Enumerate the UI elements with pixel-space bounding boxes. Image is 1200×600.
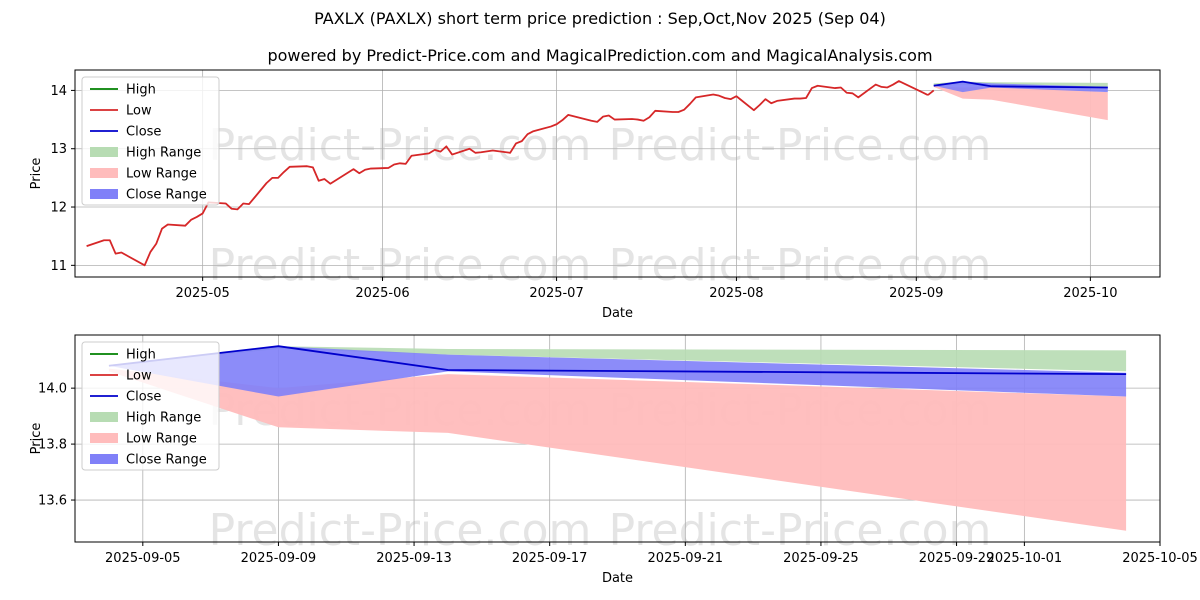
top-plot-area xyxy=(86,80,1108,267)
bottom-high-range-band xyxy=(108,346,1127,372)
chart-title: PAXLX (PAXLX) short term price predictio… xyxy=(314,9,886,28)
bottom-x-tick-label: 2025-10-05 xyxy=(1122,551,1198,566)
top-y-tick-label: 13 xyxy=(50,142,67,157)
top-low-history-line xyxy=(86,80,929,267)
bottom-x-tick-label: 2025-09-29 xyxy=(919,551,995,566)
top-x-tick-label: 2025-09 xyxy=(889,286,943,301)
bottom-x-tick-label: 2025-09-21 xyxy=(648,551,724,566)
bottom-y-axis-label: Price xyxy=(29,423,44,455)
top-x-tick-label: 2025-08 xyxy=(709,286,763,301)
top-legend: High Low Close High Range Low Range Close Ran… xyxy=(81,76,220,206)
bottom-watermark: Predict-Price.com xyxy=(209,505,592,556)
top-y-tick-label: 14 xyxy=(50,84,67,99)
top-panel: Predict-Price.com Predict-Price.comPredic… xyxy=(29,69,1161,321)
top-y-tick-label: 11 xyxy=(50,259,67,274)
bottom-legend-high-range-label: High Range xyxy=(126,411,201,426)
top-legend-high-label: High xyxy=(126,83,156,98)
bottom-legend-low-range-swatch xyxy=(90,433,118,443)
top-legend-low-label: Low xyxy=(126,104,152,119)
top-axes-frame xyxy=(74,69,1161,278)
top-x-tick-label: 2025-06 xyxy=(355,286,409,301)
bottom-y-tick-label: 14.0 xyxy=(38,382,67,397)
top-watermark: Predict-Price.com xyxy=(609,120,992,171)
top-legend-low-range-label: Low Range xyxy=(126,167,197,182)
bottom-legend-low-label: Low xyxy=(126,369,152,384)
top-legend-low-range-swatch xyxy=(90,168,118,178)
bottom-legend-close-label: Close xyxy=(126,390,161,405)
bottom-x-tick-label: 2025-09-17 xyxy=(512,551,588,566)
bottom-x-tick-label: 2025-09-25 xyxy=(783,551,859,566)
bottom-x-tick-label: 2025-10-01 xyxy=(987,551,1063,566)
bottom-legend-close-range-label: Close Range xyxy=(126,453,207,468)
top-legend-close-label: Close xyxy=(126,125,161,140)
top-x-tick-label: 2025-10 xyxy=(1063,286,1117,301)
bottom-y-tick-label: 13.6 xyxy=(38,494,67,509)
bottom-legend: High Low Close High Range Low Range Close Ran… xyxy=(81,341,220,471)
bottom-x-tick-label: 2025-09-13 xyxy=(376,551,452,566)
bottom-legend-high-range-swatch xyxy=(90,412,118,422)
bottom-y-tick-label: 13.8 xyxy=(38,438,67,453)
top-close-forecast-line xyxy=(933,80,1108,89)
bottom-low-range-band xyxy=(108,368,1127,531)
top-x-tick-label: 2025-07 xyxy=(529,286,583,301)
bottom-plot-area xyxy=(108,345,1127,531)
bottom-legend-close-range-swatch xyxy=(90,454,118,464)
top-low-history-line xyxy=(927,89,935,96)
bottom-panel: Predict-Price.comPredict-Price.comPredic… xyxy=(29,334,1198,586)
bottom-x-axis-label: Date xyxy=(602,571,633,586)
top-legend-high-range-label: High Range xyxy=(126,146,201,161)
top-y-tick-label: 12 xyxy=(50,201,67,216)
bottom-watermark: Predict-Price.com xyxy=(609,505,992,556)
bottom-x-tick-label: 2025-09-09 xyxy=(241,551,317,566)
top-legend-high-range-swatch xyxy=(90,147,118,157)
top-y-axis-label: Price xyxy=(29,158,44,190)
top-low-range-band xyxy=(933,86,1108,121)
top-legend-close-range-swatch xyxy=(90,189,118,199)
chart-subtitle: powered by Predict-Price.com and Magical… xyxy=(267,46,933,65)
bottom-axes-frame xyxy=(74,334,1161,543)
bottom-legend-high-label: High xyxy=(126,348,156,363)
bottom-legend-low-range-label: Low Range xyxy=(126,432,197,447)
top-x-tick-label: 2025-05 xyxy=(175,286,229,301)
top-x-axis-label: Date xyxy=(602,306,633,321)
bottom-x-tick-label: 2025-09-05 xyxy=(105,551,181,566)
top-legend-close-range-label: Close Range xyxy=(126,188,207,203)
